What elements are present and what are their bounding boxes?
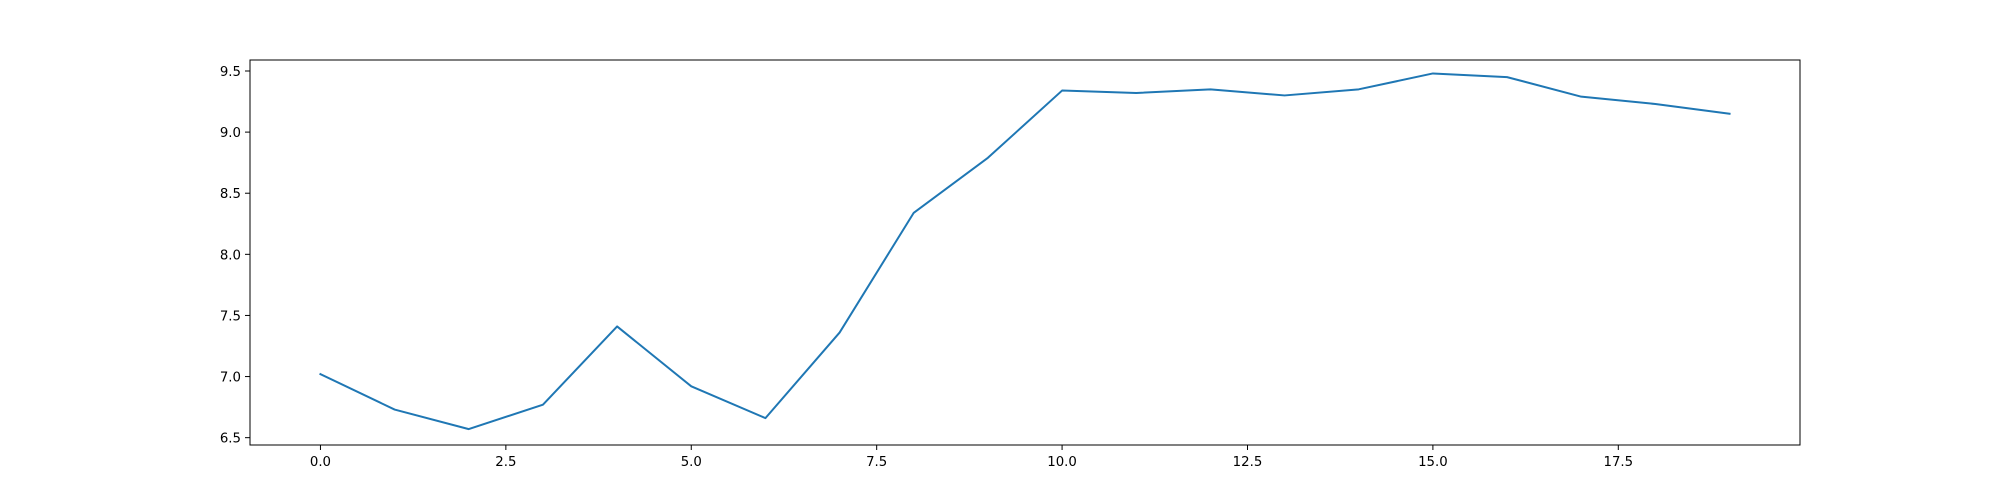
x-tick-label: 5.0 [681,455,702,470]
x-tick-label: 12.5 [1233,455,1263,470]
y-tick-label: 7.5 [220,309,241,324]
x-tick-label: 17.5 [1603,455,1633,470]
y-tick-label: 9.5 [220,65,241,80]
y-tick-label: 6.5 [220,432,241,447]
series-line [319,72,1731,431]
x-tick-label: 2.5 [495,455,516,470]
y-tick-label: 7.0 [220,371,241,386]
x-tick-label: 15.0 [1418,455,1448,470]
series-layer [319,72,1731,431]
y-tick-label: 9.0 [220,126,241,141]
x-tick-label: 7.5 [866,455,887,470]
y-tick-label: 8.5 [220,187,241,202]
plot-frame [249,59,1801,446]
plot-area [250,60,1800,445]
y-axis: 6.5 7.0 7.5 8.0 8.5 9.0 9.5 [220,65,250,447]
x-tick-label: 0.0 [310,455,331,470]
x-tick-label: 10.0 [1047,455,1077,470]
y-tick-label: 8.0 [220,248,241,263]
x-axis: 0.0 2.5 5.0 7.5 10.0 12.5 15.0 17.5 [310,445,1633,470]
